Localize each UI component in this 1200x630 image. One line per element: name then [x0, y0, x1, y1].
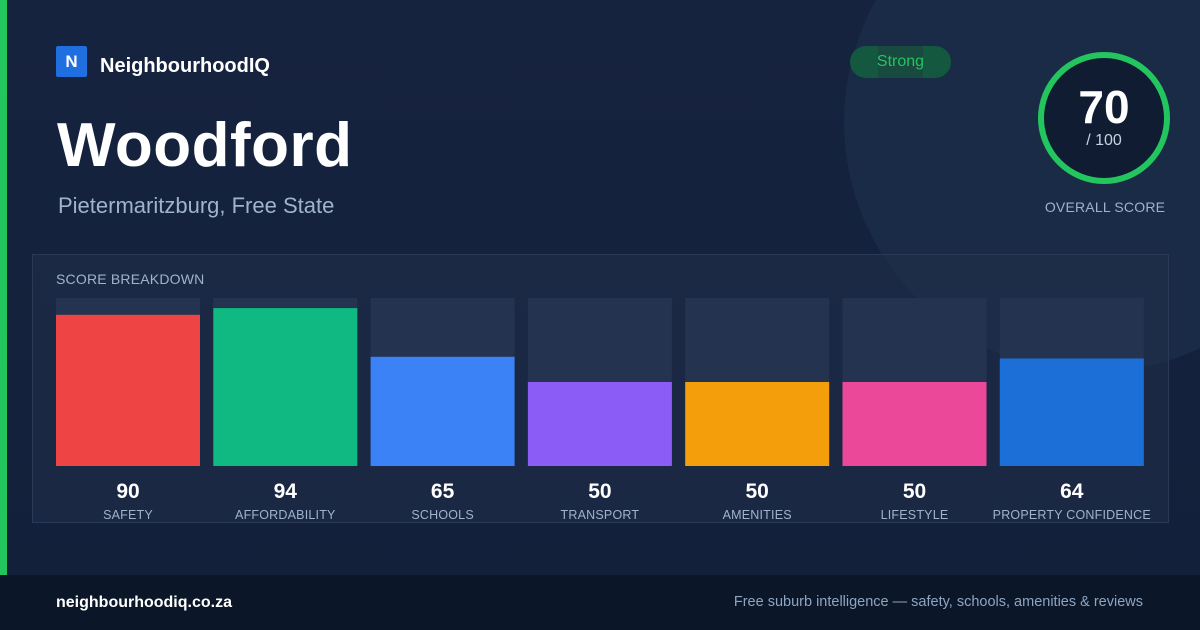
bar-value-label: 50	[745, 480, 769, 503]
category-label: AMENITIES	[722, 508, 792, 522]
overall-score-value: 70	[1078, 81, 1130, 133]
bar-value-label: 65	[430, 480, 455, 503]
footer-tagline: Free suburb intelligence — safety, schoo…	[733, 594, 1143, 610]
rating-badge: Strong	[850, 46, 951, 78]
suburb-location: Pietermaritzburg, Free State	[58, 193, 335, 218]
category-label: SAFETY	[103, 508, 153, 522]
score-ring-arc	[1038, 52, 1170, 184]
suburb-title: Woodford	[57, 111, 353, 180]
category-label: TRANSPORT	[560, 508, 640, 522]
brand[interactable]: N NeighbourhoodIQ	[56, 46, 270, 77]
overall-score-label: OVERALL SCORE	[1044, 199, 1166, 215]
overall-score-max: / 100	[1086, 132, 1122, 149]
brand-name: NeighbourhoodIQ	[100, 55, 270, 77]
bar-value-label: 94	[273, 480, 297, 503]
category-label: LIFESTYLE	[880, 508, 949, 522]
bar-schools	[370, 356, 515, 466]
category-label: PROPERTY CONFIDENCE	[992, 508, 1151, 522]
bar-safety	[56, 314, 200, 466]
bar-affordability	[213, 308, 358, 466]
logo-icon: N	[56, 46, 87, 77]
bar-value-label: 90	[116, 480, 140, 503]
score-ring-svg	[1028, 42, 1180, 194]
category-label: AFFORDABILITY	[235, 508, 336, 522]
panel-title: SCORE BREAKDOWN	[56, 271, 205, 287]
score-ring-inner	[1041, 55, 1167, 181]
bar-transport	[527, 382, 672, 466]
footer-url[interactable]: neighbourhoodiq.co.za	[56, 594, 232, 611]
overall-score-ring: 70 / 100	[1028, 42, 1182, 196]
rating-badge-label: Strong	[876, 53, 925, 70]
footer: neighbourhoodiq.co.za Free suburb intell…	[0, 575, 1200, 630]
bar-value-label: 50	[902, 480, 927, 503]
bar-value-label: 64	[1060, 480, 1084, 503]
bar-lifestyle	[842, 382, 987, 466]
bar-value-label: 50	[588, 480, 612, 503]
category-label: SCHOOLS	[411, 508, 474, 522]
bar-amenities	[685, 382, 830, 466]
accent-bar	[0, 0, 7, 575]
bar-property-confidence	[999, 358, 1144, 466]
